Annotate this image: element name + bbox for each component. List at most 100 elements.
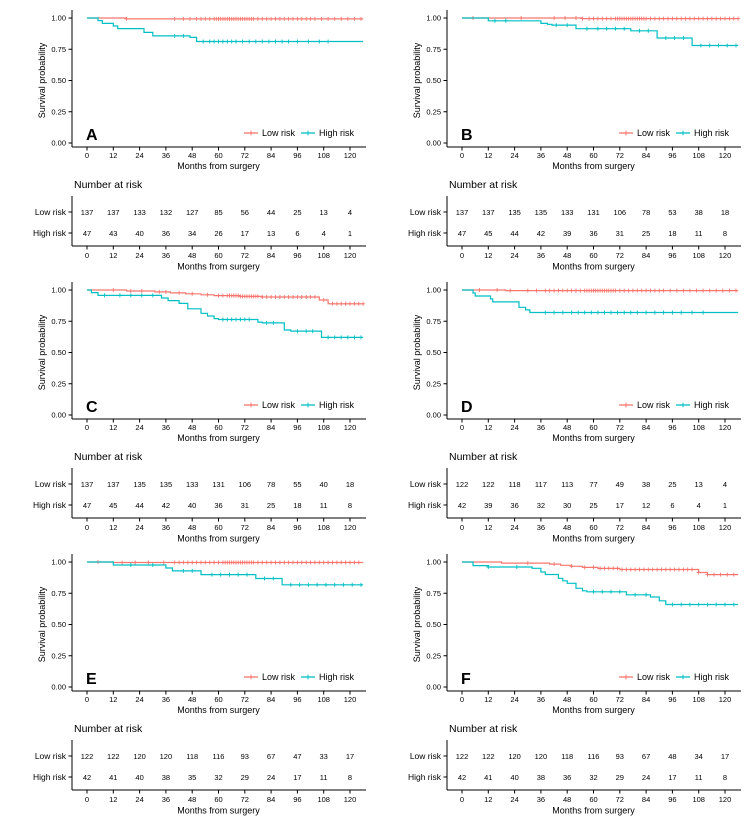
risk-count: 42 [537,229,545,238]
x-tick-label: 84 [642,151,650,160]
x-axis-title: Months from surgery [552,705,635,715]
y-tick-label: 1.00 [426,286,441,295]
y-tick-label: 0.00 [51,683,66,692]
x-tick-label: 72 [616,423,624,432]
x-tick-label: 12 [109,795,117,804]
y-axis: 0.00 0.25 0.50 0.75 1.00 Survival probability [412,10,448,148]
risk-count: 18 [346,480,354,489]
x-axis-title: Months from surgery [177,705,260,715]
x-tick-label: 72 [241,251,249,260]
legend-label: High risk [319,672,355,682]
risk-count: 38 [162,773,170,782]
risk-count: 17 [668,773,676,782]
risk-count: 118 [186,752,198,761]
x-tick-label: 108 [317,523,330,532]
risk-count: 8 [348,773,352,782]
x-tick-label: 72 [616,251,624,260]
risk-count: 13 [320,208,328,217]
risk-count: 17 [293,773,301,782]
x-tick-label: 96 [293,251,301,260]
y-axis-title: Survival probability [37,314,47,390]
x-tick-label: 60 [214,423,222,432]
x-tick-label: 12 [109,151,117,160]
x-tick-label: 48 [563,695,571,704]
legend-label: High risk [319,400,355,410]
x-axis-title: Months from surgery [552,262,635,272]
risk-table-title: Number at risk [449,451,518,463]
risk-row-label: Low risk [410,479,442,489]
survival-curve-high-risk [87,561,364,586]
risk-count: 135 [535,208,548,217]
x-tick-label: 108 [692,695,705,704]
risk-count: 18 [293,501,301,510]
risk-count: 17 [721,752,729,761]
censor-marks-low-risk [477,288,738,293]
y-axis: 0.00 0.25 0.50 0.75 1.00 Survival probability [37,282,73,420]
x-tick-label: 48 [188,423,196,432]
legend: Low risk High risk [244,400,355,410]
legend-label: High risk [694,672,730,682]
risk-count: 56 [241,208,249,217]
y-tick-label: 1.00 [51,286,66,295]
risk-count: 77 [589,480,597,489]
risk-count: 137 [456,208,469,217]
x-tick-label: 24 [510,523,518,532]
risk-count: 122 [456,480,469,489]
y-tick-label: 0.75 [51,45,66,54]
risk-count: 132 [160,208,173,217]
risk-count: 42 [162,501,170,510]
y-axis-title: Survival probability [37,42,47,118]
risk-count: 93 [241,752,249,761]
risk-count: 135 [508,208,521,217]
x-tick-label: 120 [719,795,732,804]
x-tick-label: 108 [692,795,705,804]
legend-key-censor-icon [248,674,254,680]
risk-count: 39 [563,229,571,238]
risk-x-axis: 0 12 24 36 48 60 72 84 96 108 120 Months from surge… [72,245,366,272]
x-tick-label: 72 [616,523,624,532]
x-tick-label: 12 [109,695,117,704]
risk-count: 17 [616,501,624,510]
risk-count: 133 [133,208,146,217]
km-panel: 0.00 0.25 0.50 0.75 1.00 Survival probability… [0,272,375,544]
risk-count: 53 [668,208,676,217]
x-axis-title: Months from surgery [177,262,260,272]
x-tick-label: 0 [85,695,89,704]
risk-row-low-risk: Low risk 122 122 120 120 118 116 93 67 48 34 17 [410,751,729,761]
km-panel: 0.00 0.25 0.50 0.75 1.00 Survival probability… [375,544,751,816]
x-tick-label: 96 [668,523,676,532]
risk-row-low-risk: Low risk 122 122 120 120 118 116 93 67 47 33 17 [35,751,354,761]
risk-count: 135 [133,480,146,489]
risk-count: 117 [535,480,547,489]
x-tick-label: 12 [484,251,492,260]
risk-x-axis: 0 12 24 36 48 60 72 84 96 108 120 Months from surge… [447,245,741,272]
risk-row-label: Low risk [35,207,67,217]
x-axis-title: Months from surgery [177,806,260,816]
x-tick-label: 12 [109,251,117,260]
y-axis-title: Survival probability [412,314,422,390]
x-tick-label: 108 [692,151,705,160]
y-axis: 0.00 0.25 0.50 0.75 1.00 Survival probability [412,554,448,692]
censor-marks-high-risk [492,18,738,48]
risk-row-label: High risk [33,228,67,238]
x-tick-label: 0 [85,523,89,532]
x-tick-label: 84 [267,423,275,432]
legend: Low risk High risk [619,400,730,410]
x-tick-label: 36 [537,795,545,804]
x-tick-label: 24 [135,523,143,532]
km-plot-panel-E: 0.00 0.25 0.50 0.75 1.00 Survival probability… [37,554,366,715]
risk-count: 135 [160,480,173,489]
y-tick-label: 0.00 [426,411,441,420]
x-tick-label: 96 [668,795,676,804]
x-tick-label: 24 [135,423,143,432]
x-tick-label: 96 [293,695,301,704]
y-tick-label: 0.25 [426,379,441,388]
x-axis-title: Months from surgery [177,433,260,443]
risk-count: 30 [563,501,571,510]
x-tick-label: 84 [642,423,650,432]
x-tick-label: 36 [537,423,545,432]
x-tick-label: 60 [214,151,222,160]
x-tick-label: 96 [293,423,301,432]
